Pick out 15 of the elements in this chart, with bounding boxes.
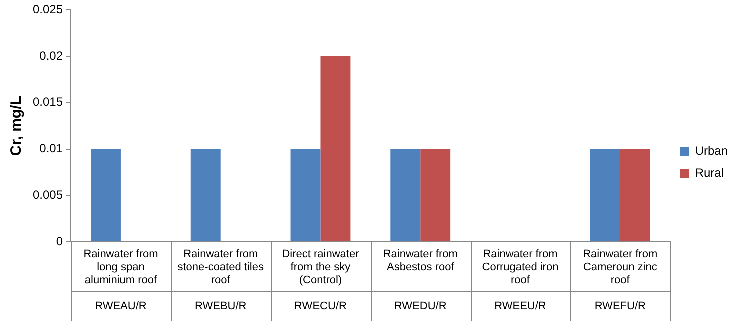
category-label: Rainwater from Asbestos roof RWEDU/R: [383, 248, 458, 313]
legend-label: Rural: [695, 166, 724, 180]
category-label: Direct rainwater from the sky (Control) RWECU/R: [282, 248, 360, 313]
y-tick-label: 0.01: [40, 142, 64, 156]
category-label: Rainwater from long span aluminium roof RWEAU/R: [84, 248, 158, 313]
legend-label: Urban: [695, 144, 728, 158]
y-axis-title: Cr, mg/L: [8, 96, 26, 156]
category-label: Rainwater from Cameroun zinc roof RWEFU/R: [583, 248, 658, 313]
y-tick-label: 0.02: [40, 48, 64, 63]
y-tick-label: 0: [56, 234, 64, 248]
y-tick-label: 0.015: [33, 95, 64, 110]
y-tick-label: 0.005: [33, 188, 64, 202]
category-label: Rainwater from Corrugated iron roof RWEEU/R: [482, 248, 559, 313]
category-label: Rainwater from stone-coated tiles roof RWEBU/R: [178, 248, 264, 313]
y-tick-label: 0.025: [33, 2, 64, 17]
